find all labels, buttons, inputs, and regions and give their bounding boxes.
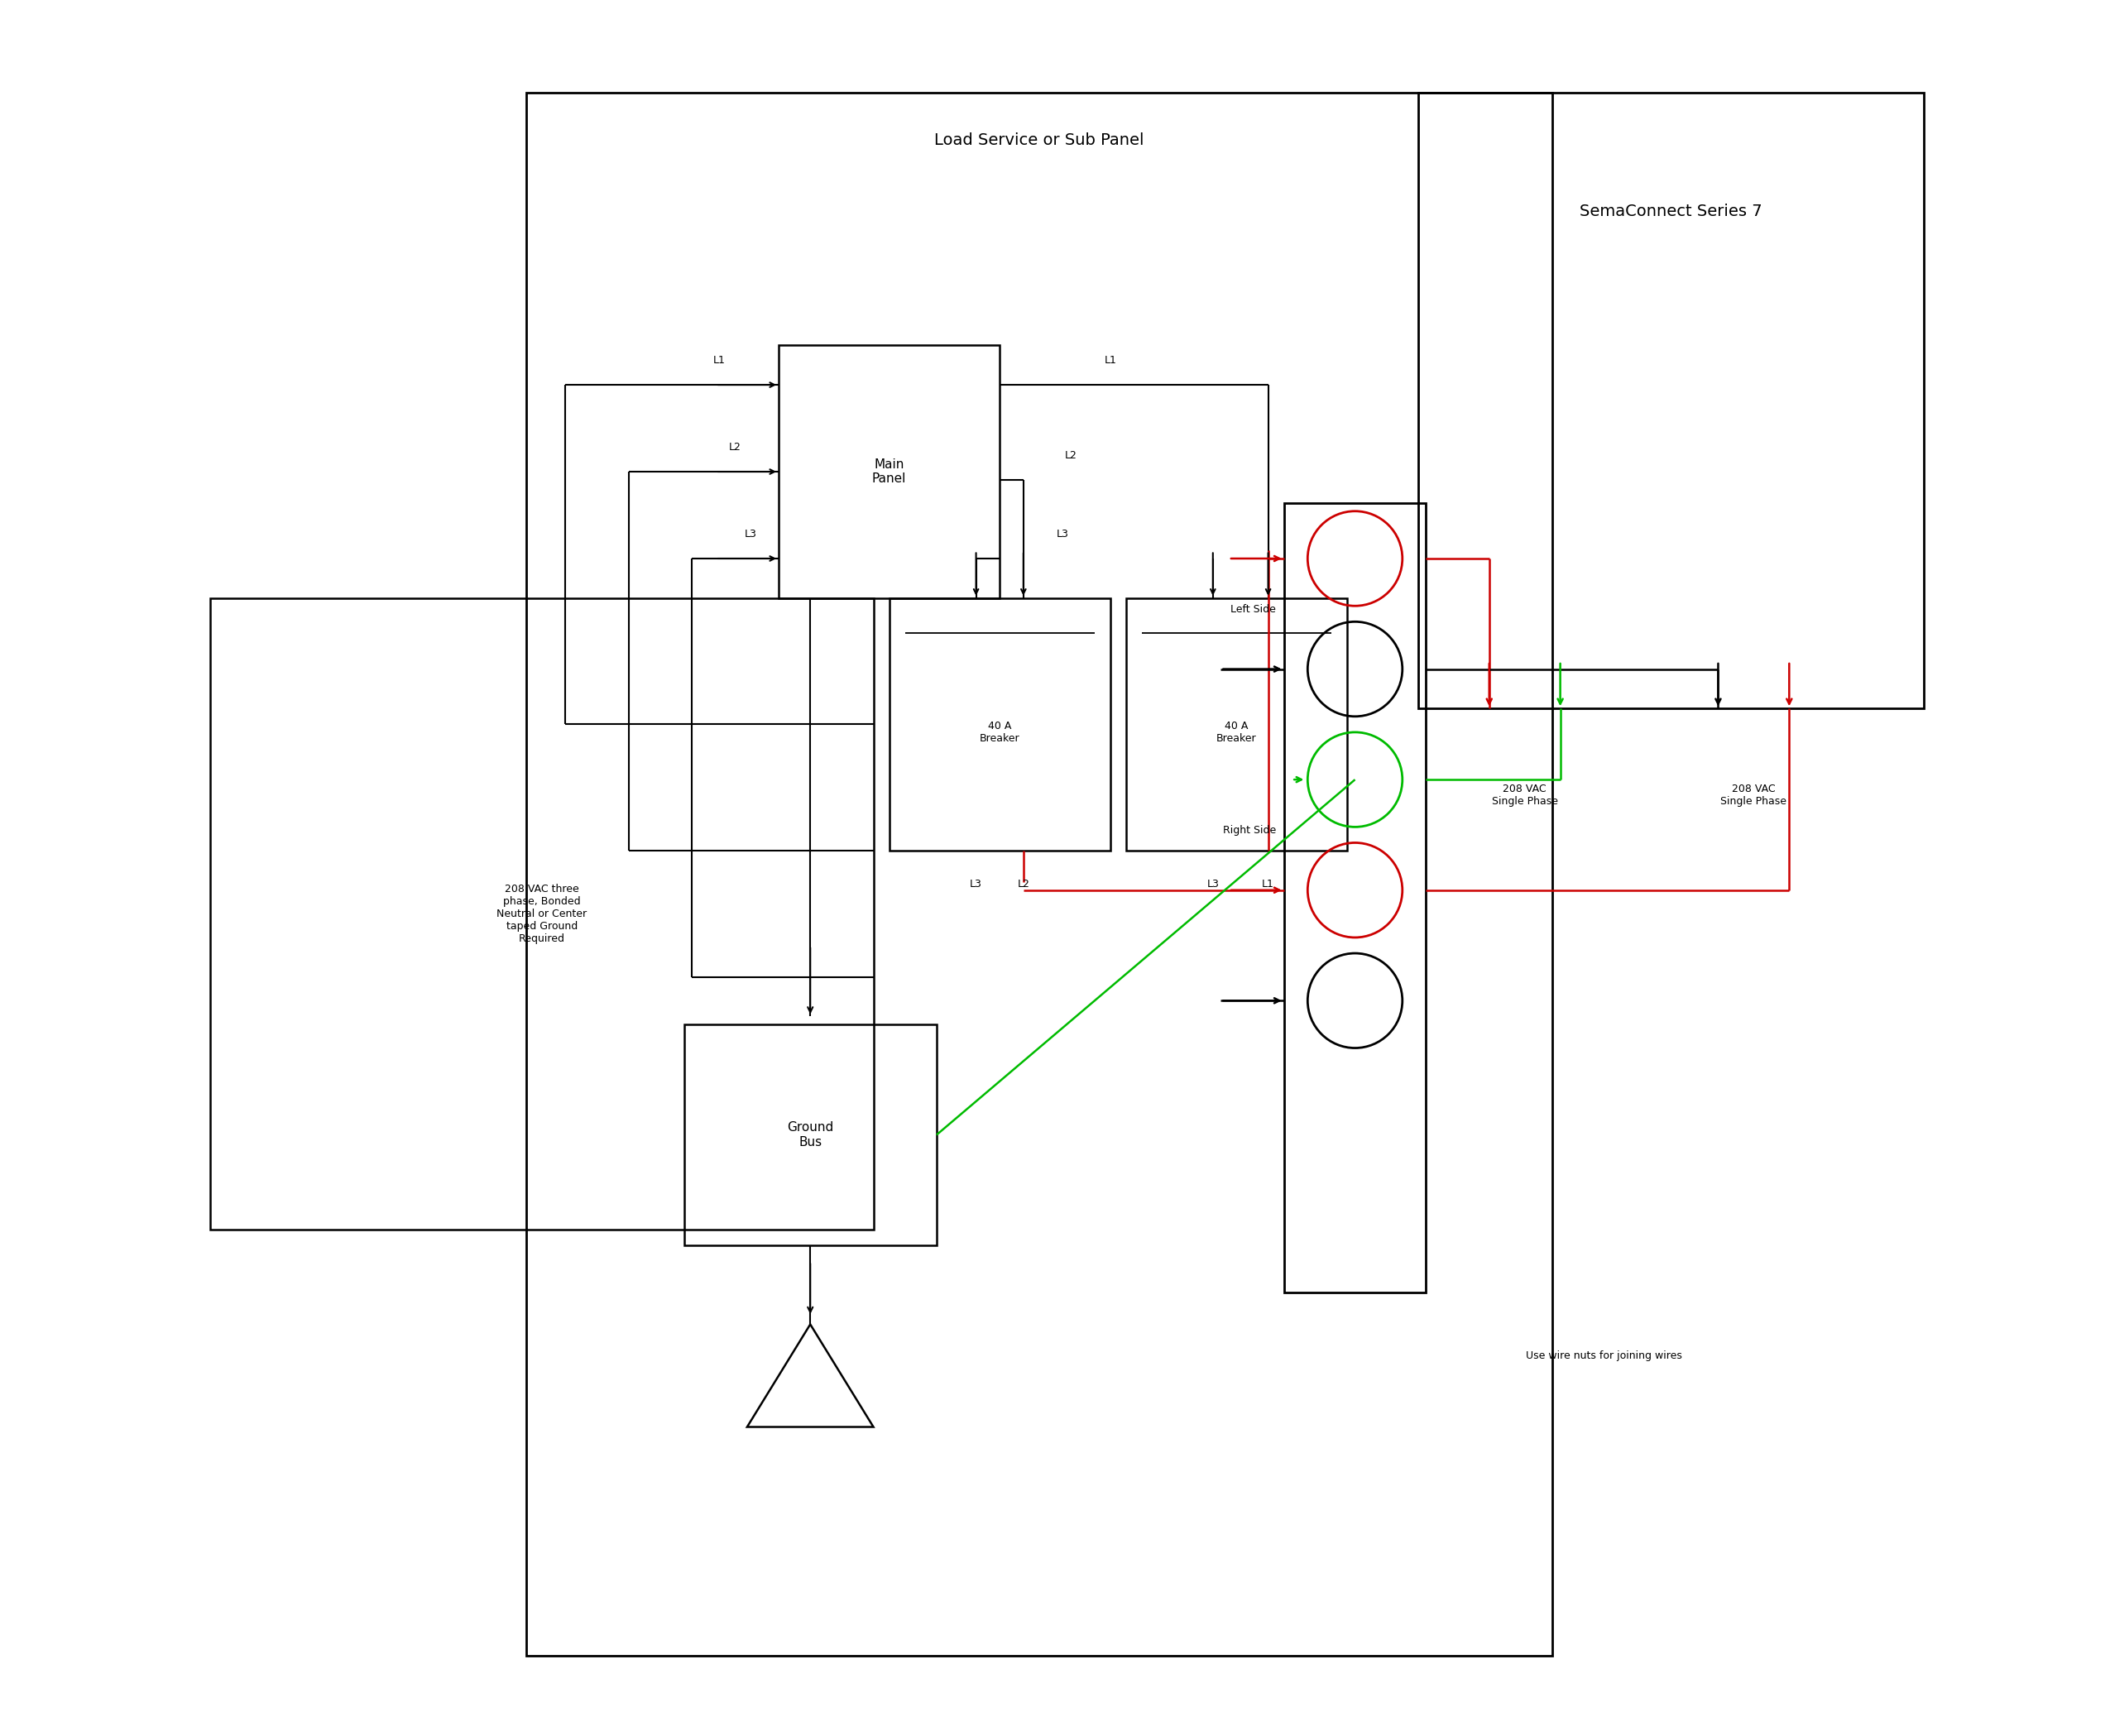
- Text: L2: L2: [730, 443, 741, 453]
- Bar: [779, 345, 1000, 597]
- Text: L3: L3: [1057, 529, 1070, 540]
- Text: L2: L2: [1017, 878, 1030, 891]
- Text: SemaConnect Series 7: SemaConnect Series 7: [1580, 203, 1762, 219]
- Bar: [211, 597, 874, 1229]
- Text: L3: L3: [745, 529, 757, 540]
- Text: L1: L1: [1104, 356, 1116, 366]
- Text: 208 VAC three
phase, Bonded
Neutral or Center
taped Ground
Required: 208 VAC three phase, Bonded Neutral or C…: [496, 884, 587, 944]
- Bar: [1127, 597, 1346, 851]
- Text: 208 VAC
Single Phase: 208 VAC Single Phase: [1720, 783, 1787, 807]
- Text: L1: L1: [1262, 878, 1274, 891]
- Text: Right Side: Right Side: [1224, 825, 1277, 835]
- Bar: [1418, 92, 1924, 708]
- Bar: [525, 92, 1553, 1656]
- Text: Use wire nuts for joining wires: Use wire nuts for joining wires: [1526, 1351, 1682, 1361]
- Bar: [1285, 503, 1426, 1293]
- Bar: [684, 1024, 937, 1245]
- Text: 40 A
Breaker: 40 A Breaker: [979, 720, 1019, 743]
- Text: L3: L3: [1207, 878, 1220, 891]
- Text: Ground
Bus: Ground Bus: [787, 1121, 833, 1147]
- Text: 40 A
Breaker: 40 A Breaker: [1217, 720, 1258, 743]
- Text: Left Side: Left Side: [1230, 604, 1277, 615]
- Text: L3: L3: [971, 878, 983, 891]
- Bar: [888, 597, 1110, 851]
- Text: L1: L1: [713, 356, 726, 366]
- Text: L2: L2: [1066, 450, 1076, 460]
- Text: Load Service or Sub Panel: Load Service or Sub Panel: [935, 132, 1144, 148]
- Text: 208 VAC
Single Phase: 208 VAC Single Phase: [1492, 783, 1557, 807]
- Text: Main
Panel: Main Panel: [871, 458, 907, 484]
